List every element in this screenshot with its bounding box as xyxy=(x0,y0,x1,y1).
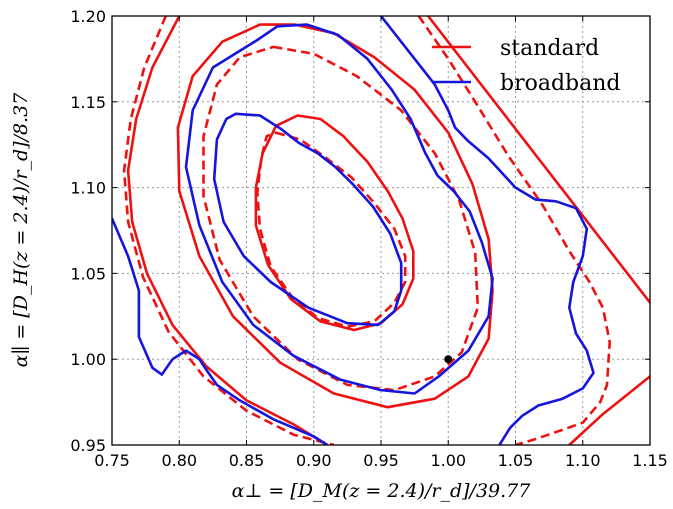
legend-label-broadband: broadband xyxy=(500,71,621,96)
x-tick-label: 1.05 xyxy=(498,451,534,470)
y-tick-label: 1.10 xyxy=(70,179,106,198)
axis-ticks: 0.75 0.80 0.85 0.90 0.95 1.00 1.05 1.10 1.15 0.95… xyxy=(70,7,667,470)
fiducial-marker-layer xyxy=(444,355,453,364)
standard-solid-contour xyxy=(568,375,650,445)
legend: standard broadband xyxy=(432,36,621,96)
broadband-solid-contour xyxy=(112,217,328,445)
broadband-solid-contour xyxy=(379,16,595,445)
standard-dashed-contour xyxy=(122,16,335,445)
x-axis-title: α⊥ = [D_M(z = 2.4)/r_d]/39.77 xyxy=(232,480,532,502)
grid-lines xyxy=(112,16,650,445)
standard-solid-contour xyxy=(427,16,650,304)
y-tick-label: 1.05 xyxy=(70,264,106,283)
y-axis-title: α∥ = [D_H(z = 2.4)/r_d]/8.37 xyxy=(10,92,32,368)
x-tick-label: 1.10 xyxy=(565,451,601,470)
broadband-solid-contour xyxy=(212,112,403,327)
y-tick-label: 1.15 xyxy=(70,93,106,112)
y-tick-label: 1.00 xyxy=(70,350,106,369)
contour-series xyxy=(112,16,650,445)
x-tick-label: 0.90 xyxy=(296,451,332,470)
fiducial-point-marker xyxy=(444,355,453,364)
x-tick-label: 1.15 xyxy=(632,451,668,470)
y-tick-label: 0.95 xyxy=(70,436,106,455)
standard-solid-contour xyxy=(176,23,494,409)
legend-label-standard: standard xyxy=(500,36,599,61)
broadband-solid-contour xyxy=(184,23,494,395)
x-tick-label: 0.95 xyxy=(363,451,399,470)
y-tick-label: 1.20 xyxy=(70,7,106,26)
x-tick-label: 0.80 xyxy=(161,451,197,470)
standard-dashed-contour xyxy=(255,131,407,328)
standard-solid-contour xyxy=(126,16,328,445)
x-tick-label: 0.85 xyxy=(229,451,265,470)
x-tick-label: 1.00 xyxy=(430,451,466,470)
x-tick-label: 0.75 xyxy=(94,451,130,470)
standard-dashed-contour xyxy=(202,45,480,392)
